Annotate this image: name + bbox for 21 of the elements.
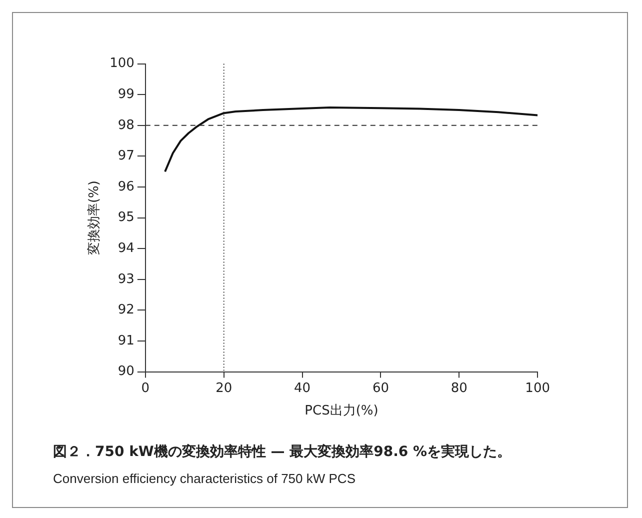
- y-tick-label: 94: [118, 240, 134, 256]
- y-tick-label: 90: [118, 364, 134, 380]
- y-tick-label: 97: [118, 148, 134, 164]
- y-tick-label: 92: [118, 302, 134, 318]
- text: Conversion efficiency characteristics of 750 kW PCS: [53, 471, 356, 486]
- y-tick-label: 96: [118, 179, 134, 194]
- y-tick-label: 93: [118, 272, 134, 287]
- x-tick-label: 80: [450, 380, 468, 396]
- y-tick-label: 99: [118, 86, 134, 102]
- x-tick-label: 60: [372, 380, 389, 396]
- y-axis-title: 変換効率(%): [86, 180, 102, 256]
- y-tick-label: 100: [110, 56, 134, 72]
- caption: 図２．750 kW機の変換効率特性 — 最大変換効率98.6 %を実現した。: [53, 443, 512, 461]
- y-tick-label: 95: [118, 210, 134, 226]
- x-tick-label: 0: [141, 380, 150, 396]
- x-tick-label: 20: [216, 380, 232, 396]
- x-tick-label: 40: [294, 380, 311, 396]
- y-tick-label: 91: [118, 333, 134, 348]
- y-tick-label: 98: [118, 118, 134, 133]
- x-tick-label: 100: [525, 380, 550, 396]
- x-axis-title: PCS出力(%): [304, 404, 378, 419]
